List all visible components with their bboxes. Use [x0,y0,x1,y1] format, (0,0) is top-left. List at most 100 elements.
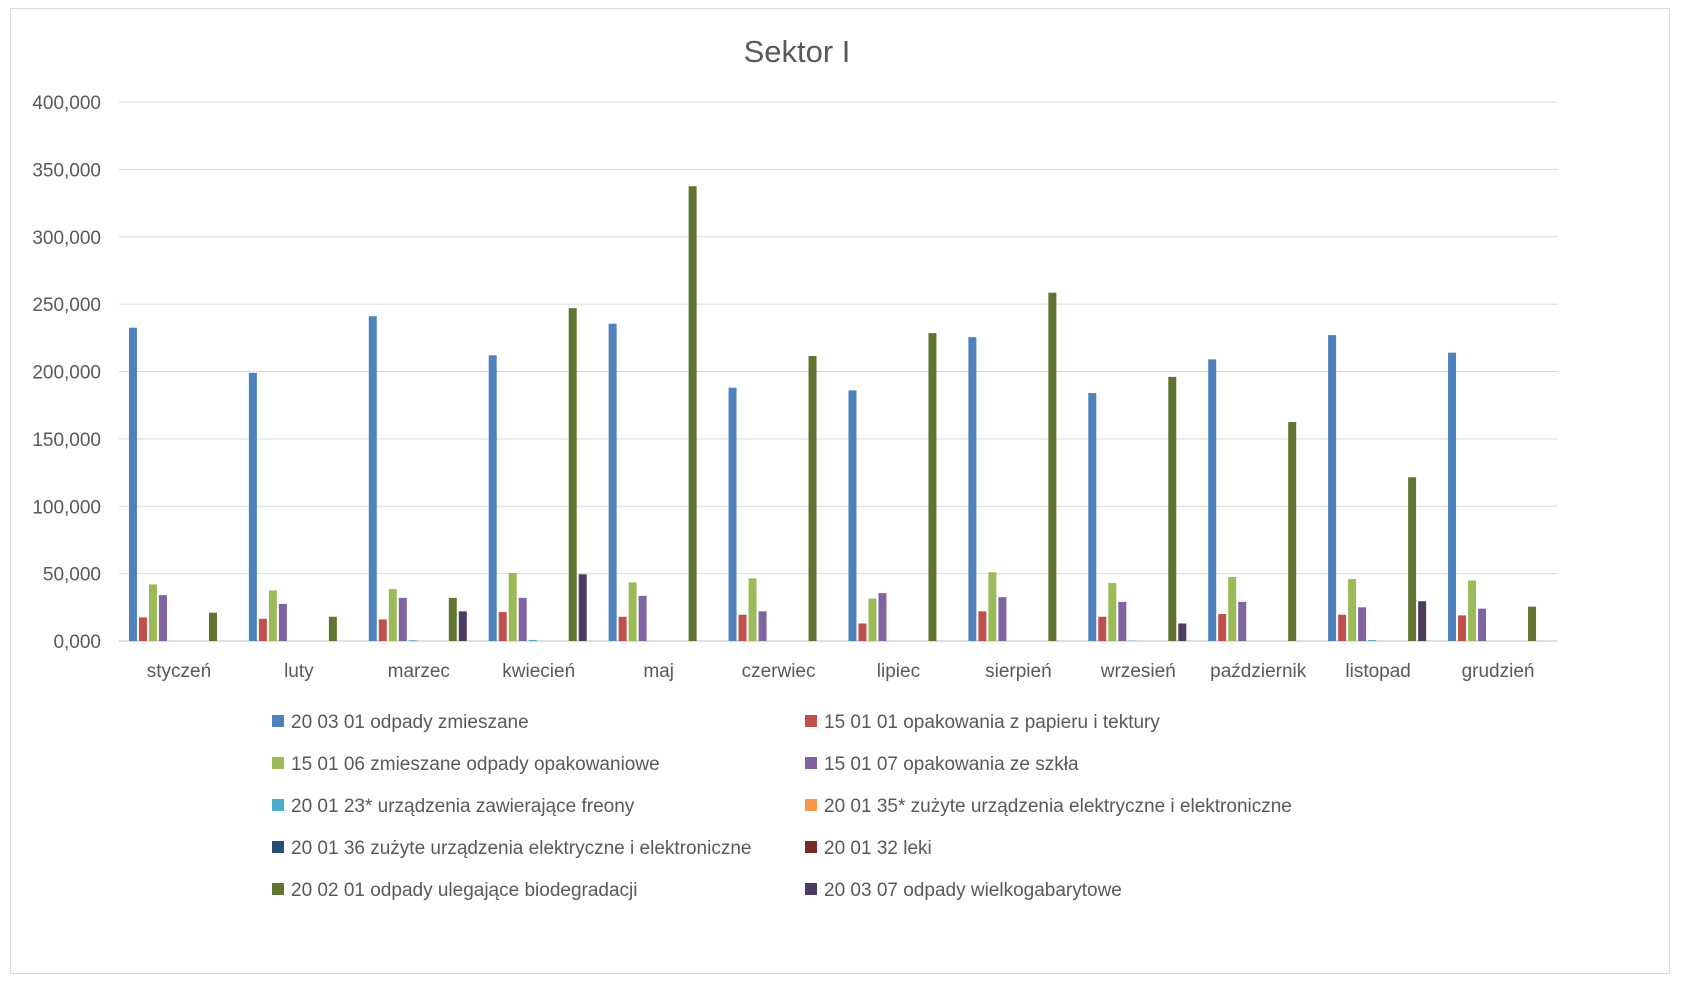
bar [848,390,857,641]
bar [408,640,417,641]
bar [1348,579,1357,641]
bar [1168,376,1177,641]
legend-swatch [272,715,284,727]
bar [1098,616,1107,641]
bar [738,614,747,641]
bar [968,337,977,641]
bar [628,582,637,641]
bar [1208,359,1217,641]
grid-lines [119,101,1558,642]
chart-title: Sektor I [744,34,851,69]
legend-label: 20 03 07 odpady wielkogabarytowe [824,880,1122,901]
bar [758,611,767,641]
x-tick-label: kwiecień [502,661,575,682]
x-tick-label: październik [1210,661,1307,682]
bar [1468,580,1477,641]
legend-swatch [805,715,817,727]
bar [388,589,397,641]
bar [1238,601,1247,641]
y-tick-label: 350,000 [32,160,101,181]
legend-swatch [272,883,284,895]
bar [1448,352,1457,641]
bar [328,616,337,641]
y-tick-label: 300,000 [32,228,101,249]
bar [1088,393,1097,641]
y-tick-label: 250,000 [32,295,101,316]
bar [878,593,887,641]
legend-label: 20 03 01 odpady zmieszane [291,712,529,733]
bar [688,186,697,641]
bar [1218,614,1227,641]
x-tick-label: sierpień [985,661,1052,682]
legend-swatch [272,757,284,769]
bar [448,597,457,641]
legend-label: 20 01 23* urządzenia zawierające freony [291,796,635,817]
bar [148,584,157,641]
legend-swatch [272,841,284,853]
y-tick-label: 50,000 [43,565,101,586]
bar [258,618,267,641]
bar [1048,292,1057,641]
bar [928,333,937,641]
legend-swatch [805,757,817,769]
bar [368,316,377,641]
bar [1368,640,1377,641]
bar [638,595,647,641]
legend-label: 15 01 06 zmieszane odpady opakowaniowe [291,754,660,775]
bar [1328,335,1337,641]
y-axis-ticks: 0,000 50,000 100,000 150,000 200,000 250,000 3… [32,93,101,653]
x-tick-label: czerwiec [742,661,816,682]
bar [488,355,497,641]
chart-frame: Sektor I 0,000 50,000 100,000 150,000 200,00… [10,8,1670,974]
legend-label: 15 01 07 opakowania ze szkła [824,754,1079,775]
bar [728,387,737,641]
bars [128,186,1537,641]
x-tick-label: styczeń [147,661,211,682]
chart-svg: Sektor I 0,000 50,000 100,000 150,000 200,00… [32,34,1558,901]
legend-label: 15 01 01 opakowania z papieru i tektury [824,712,1160,733]
bar [518,597,527,641]
bar [498,612,507,641]
bar [1418,601,1427,641]
bar [248,372,257,641]
x-axis-ticks: styczeń luty marzec kwiecień maj czerwiec lipi… [147,661,1535,682]
bar [128,327,137,641]
bar [398,597,407,641]
x-tick-label: lipiec [877,661,920,682]
x-tick-label: luty [284,661,314,682]
y-tick-label: 200,000 [32,363,101,384]
bar [1358,607,1367,641]
legend-swatch [805,799,817,811]
bar [1478,608,1487,641]
bar [578,574,587,641]
legend-swatch [272,799,284,811]
bar [458,611,467,641]
legend-label: 20 01 36 zużyte urządzenia elektryczne i… [291,838,751,859]
bar [868,598,877,641]
y-tick-label: 150,000 [32,430,101,451]
bar [1408,477,1417,641]
bar [1118,601,1127,641]
bar [748,578,757,641]
bar [608,323,617,641]
x-tick-label: maj [643,661,674,682]
legend-swatch [805,841,817,853]
bar [618,616,627,641]
legend-label: 20 01 32 leki [824,838,932,859]
x-tick-label: marzec [388,661,450,682]
bar [1178,623,1187,641]
bar [1288,422,1297,641]
bar [208,612,217,641]
bar [858,623,867,641]
bar [568,308,577,641]
bar [1108,583,1117,641]
bar [978,611,987,641]
legend-swatch [805,883,817,895]
x-tick-label: wrzesień [1100,661,1176,682]
bar [508,572,517,641]
legend: 20 03 01 odpady zmieszane 15 01 01 opakow… [272,712,1292,901]
bar [378,619,387,641]
legend-label: 20 01 35* zużyte urządzenia elektryczne … [824,796,1292,817]
bar [528,639,537,641]
bar [1228,576,1237,641]
